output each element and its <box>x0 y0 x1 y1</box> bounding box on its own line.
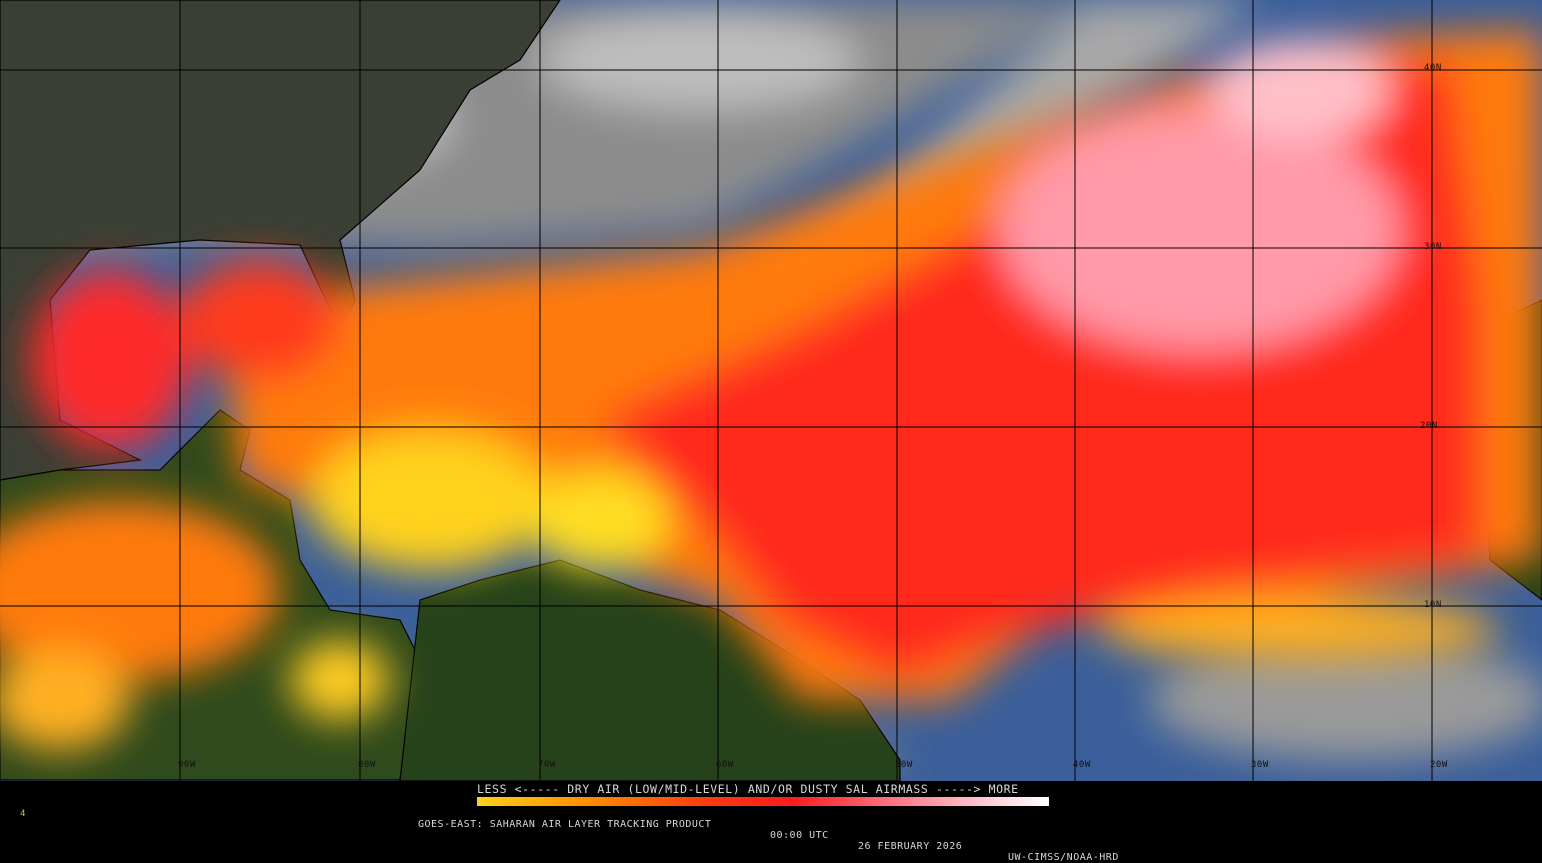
product-caption: GOES-EAST: SAHARAN AIR LAYER TRACKING PR… <box>0 808 1542 863</box>
product-time: 00:00 UTC <box>770 830 829 841</box>
lon-label-40w: 40W <box>1073 760 1091 770</box>
lon-label-20w: 20W <box>1430 760 1448 770</box>
product-source: UW-CIMSS/NOAA-HRD <box>1008 852 1119 863</box>
product-date: 26 FEBRUARY 2026 <box>858 841 963 852</box>
lat-label-40n: 40N <box>1424 63 1442 73</box>
lon-label-80w: 80W <box>358 760 376 770</box>
lon-label-90w: 90W <box>178 760 196 770</box>
saharan-air-layer <box>0 30 1542 750</box>
lat-label-20n: 20N <box>1420 421 1438 431</box>
satellite-map <box>0 0 1542 781</box>
lon-label-30w: 30W <box>1251 760 1269 770</box>
lat-label-30n: 30N <box>1424 242 1442 252</box>
lat-lon-grid <box>0 0 1542 781</box>
lon-label-60w: 60W <box>716 760 734 770</box>
legend-title: LESS <----- DRY AIR (LOW/MID-LEVEL) AND/… <box>477 782 1019 796</box>
legend-colorbar <box>477 797 1049 806</box>
product-name: GOES-EAST: SAHARAN AIR LAYER TRACKING PR… <box>418 819 712 830</box>
lon-label-50w: 50W <box>895 760 913 770</box>
lat-label-10n: 10N <box>1424 600 1442 610</box>
lon-label-70w: 70W <box>538 760 556 770</box>
corner-mark: 4 <box>20 809 26 819</box>
